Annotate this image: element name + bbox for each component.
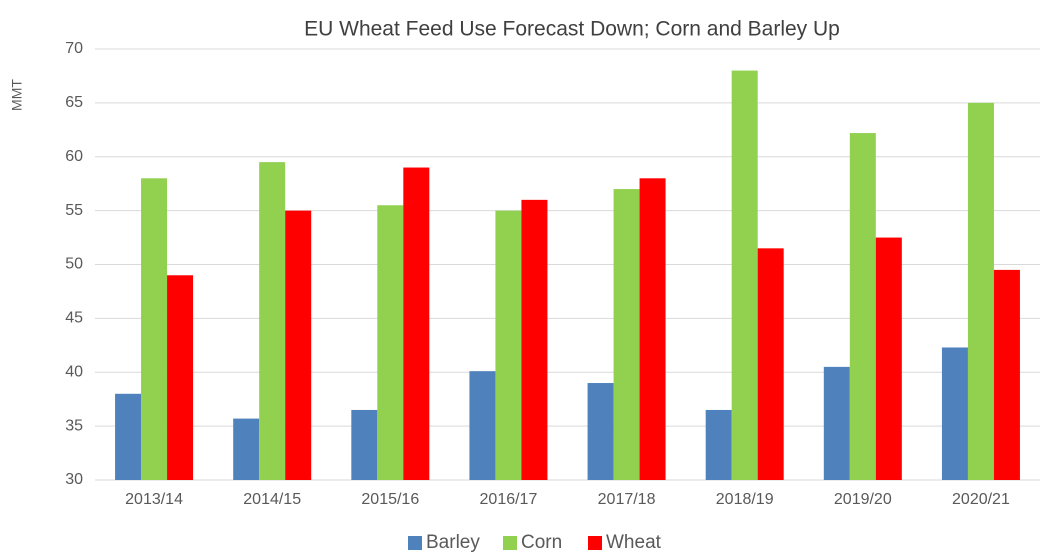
bar	[495, 210, 522, 480]
bar	[141, 178, 168, 481]
legend-label: Barley	[426, 532, 480, 553]
chart-title: EU Wheat Feed Use Forecast Down; Corn an…	[304, 18, 840, 41]
x-tick-label: 2016/17	[480, 491, 538, 508]
legend-label: Corn	[521, 532, 562, 553]
bar	[757, 248, 784, 480]
bar	[941, 347, 968, 480]
bar	[967, 102, 994, 480]
legend-swatch	[503, 536, 517, 550]
legend-label: Wheat	[606, 532, 662, 553]
x-tick-label: 2018/19	[716, 491, 774, 508]
y-tick-label: 35	[65, 417, 83, 434]
bar	[469, 371, 496, 480]
y-axis-label: MMT	[9, 79, 25, 111]
x-tick-label: 2019/20	[834, 491, 892, 508]
y-tick-label: 40	[65, 363, 83, 380]
bar	[587, 383, 614, 480]
bar	[403, 167, 430, 480]
bar	[849, 133, 876, 481]
x-tick-label: 2014/15	[243, 491, 301, 508]
bar	[167, 275, 194, 480]
y-tick-label: 30	[65, 471, 83, 488]
y-tick-label: 50	[65, 256, 83, 273]
y-tick-label: 60	[65, 148, 83, 165]
y-tick-label: 70	[65, 40, 83, 57]
y-tick-label: 65	[65, 94, 83, 111]
bar	[115, 393, 142, 480]
bar	[639, 178, 666, 481]
bar	[613, 189, 640, 480]
bar	[259, 162, 286, 480]
x-tick-label: 2015/16	[361, 491, 419, 508]
bar	[705, 409, 732, 480]
bar	[351, 409, 378, 480]
bar	[285, 210, 312, 480]
bar	[875, 237, 902, 480]
bar	[521, 199, 548, 480]
bar	[993, 269, 1020, 480]
bar	[233, 418, 260, 480]
bar	[377, 205, 404, 481]
x-tick-label: 2020/21	[952, 491, 1010, 508]
bar	[823, 366, 850, 480]
y-tick-label: 45	[65, 310, 83, 327]
y-tick-label: 55	[65, 202, 83, 219]
x-tick-label: 2013/14	[125, 491, 183, 508]
bar	[731, 70, 758, 481]
legend-swatch	[588, 536, 602, 550]
x-tick-label: 2017/18	[598, 491, 656, 508]
legend-swatch	[408, 536, 422, 550]
